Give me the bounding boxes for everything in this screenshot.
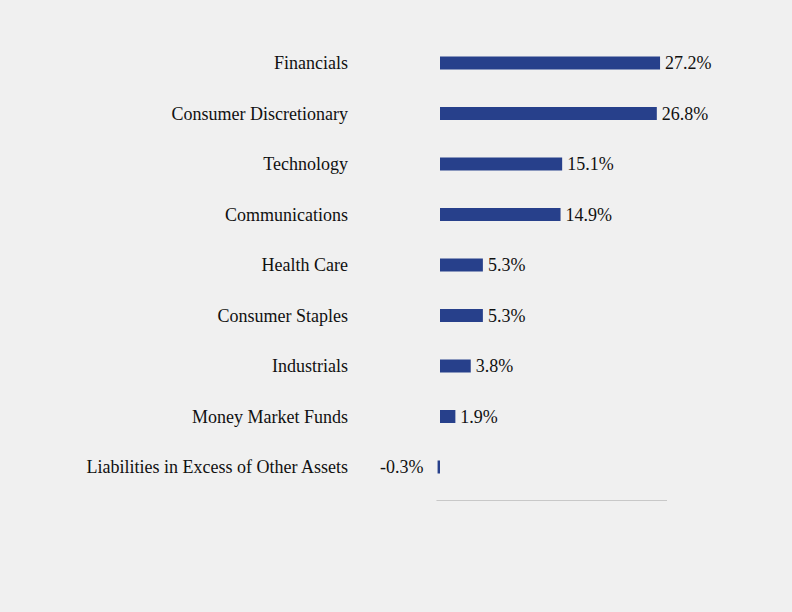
data-label: 27.2%: [665, 53, 712, 73]
category-labels: Financials Consumer Discretionary Technolo…: [87, 53, 348, 477]
category-label: Money Market Funds: [192, 407, 348, 427]
category-label: Industrials: [272, 356, 348, 376]
bar: [440, 360, 471, 373]
data-label: 14.9%: [566, 205, 613, 225]
bar: [440, 259, 483, 272]
category-label: Consumer Discretionary: [172, 104, 348, 124]
axis-line: [436, 500, 667, 501]
data-label: 1.9%: [460, 407, 498, 427]
bar: [440, 208, 561, 221]
bar: [440, 158, 562, 171]
chart: Financials Consumer Discretionary Technolo…: [0, 0, 792, 612]
data-label: 3.8%: [476, 356, 514, 376]
data-label: 15.1%: [567, 154, 614, 174]
category-label: Consumer Staples: [218, 306, 349, 326]
data-labels: 27.2% 26.8% 15.1% 14.9% 5.3% 5.3% 3.8% 1.9% -0.3…: [380, 53, 711, 477]
bar: [438, 461, 440, 474]
data-label: 26.8%: [662, 104, 709, 124]
bar: [440, 410, 455, 423]
category-label: Health Care: [262, 255, 348, 275]
category-label: Communications: [225, 205, 348, 225]
data-label: 5.3%: [488, 255, 526, 275]
bar: [440, 107, 657, 120]
category-label: Financials: [274, 53, 348, 73]
data-label: 5.3%: [488, 306, 526, 326]
data-label: -0.3%: [380, 457, 424, 477]
x-axis: [436, 500, 667, 501]
category-label: Liabilities in Excess of Other Assets: [87, 457, 348, 477]
bar: [440, 57, 660, 70]
category-label: Technology: [263, 154, 348, 174]
bar: [440, 309, 483, 322]
bars: [438, 57, 660, 474]
